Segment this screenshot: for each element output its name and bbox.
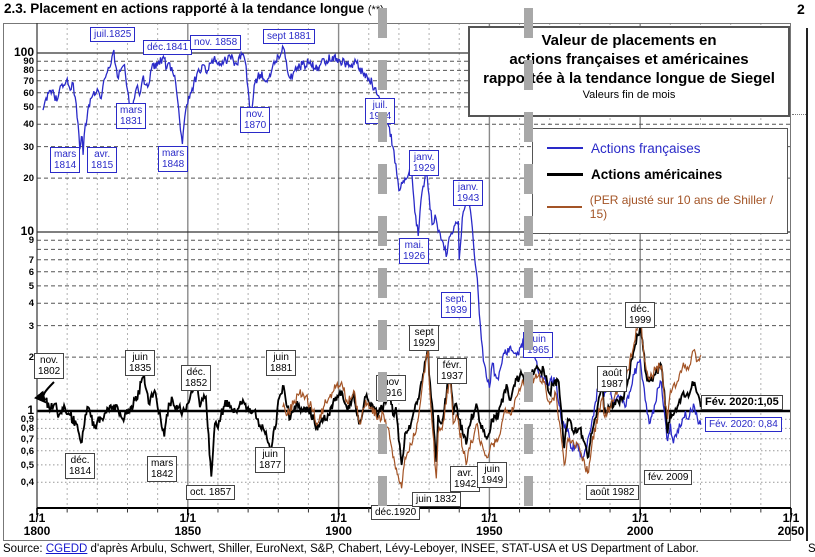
y-axis-tick-label: 30 xyxy=(23,141,34,153)
y-axis-tick-label: 0,9 xyxy=(20,414,34,426)
source-prefix: Source: xyxy=(3,543,46,555)
annotation-label: janv. 1943 xyxy=(453,180,484,206)
annotation-label: juin 1949 xyxy=(477,462,508,488)
y-axis-tick-label: 20 xyxy=(23,173,34,185)
x-axis-tick-label: 1/1 2000 xyxy=(626,511,654,538)
annotation-label: avr. 1942 xyxy=(450,466,481,492)
chart-title: Valeur de placements en actions français… xyxy=(483,32,775,87)
series-line-americaines xyxy=(44,325,702,477)
annotation-label: juin 1881 xyxy=(266,350,297,376)
chart-legend: Actions françaises Actions américaines (… xyxy=(532,128,788,234)
x-axis-tick-label: 1/1 2050 xyxy=(777,511,805,538)
annotation-label: déc. 1852 xyxy=(181,365,212,391)
y-axis-tick-label: 4 xyxy=(28,298,34,310)
annotation-label: mars 1831 xyxy=(116,103,147,129)
annotation-label: Fév. 2020:1,05 xyxy=(701,395,783,410)
legend-line-swatch-black xyxy=(547,172,583,176)
series-line-francaises xyxy=(42,44,702,460)
annotation-label: sept. 1939 xyxy=(441,292,472,318)
annotation-label: févr. 1937 xyxy=(437,358,468,384)
y-axis-tick-label: 90 xyxy=(23,56,34,68)
annotation-label: juin 1877 xyxy=(255,447,286,473)
legend-line-swatch-brown xyxy=(547,206,582,209)
series-break-bar xyxy=(523,8,533,508)
y-axis-tick-label: 0,8 xyxy=(20,423,34,435)
chart-subtitle: Valeurs fin de mois xyxy=(582,89,676,101)
y-axis-tick-label: 9 xyxy=(28,235,34,247)
y-axis-tick-label: 80 xyxy=(23,65,34,77)
y-axis-tick-label: 100 xyxy=(13,45,34,59)
legend-label: (PER ajusté sur 10 ans de Shiller / 15) xyxy=(589,193,774,222)
adjacent-panel-gridline-fragment xyxy=(792,114,806,115)
source-line: Source: CGEDD d'après Arbulu, Schwert, S… xyxy=(3,543,699,555)
annotation-label: déc.1920 xyxy=(371,505,421,520)
nov-1802-arrow xyxy=(33,381,55,404)
annotation-label: Fév. 2020: 0,84 xyxy=(705,417,782,432)
y-axis-tick-label: 1 xyxy=(27,403,34,417)
legend-item-actions-francaises: Actions françaises xyxy=(547,141,787,156)
series-break-bar xyxy=(377,8,387,508)
y-axis-tick-label: 5 xyxy=(28,280,34,292)
source-text: d'après Arbulu, Schwert, Shiller, EuroNe… xyxy=(87,543,699,555)
x-axis-tick-label: 1/1 1850 xyxy=(174,511,202,538)
y-axis-tick-label: 0,6 xyxy=(20,445,34,457)
annotation-label: sept 1929 xyxy=(409,325,440,351)
x-axis-tick-label: 1/1 1800 xyxy=(23,511,51,538)
x-axis-tick-label: 1/1 1950 xyxy=(476,511,503,538)
y-axis-tick-label: 10 xyxy=(20,224,34,238)
y-axis-tick-label: 70 xyxy=(23,75,34,87)
source-link-cgedd[interactable]: CGEDD xyxy=(45,543,88,555)
annotation-label: août 1987 xyxy=(597,366,628,392)
annotation-label: août 1982 xyxy=(586,485,639,500)
y-axis-tick-label: 3 xyxy=(28,320,34,332)
annotation-label: nov. 1858 xyxy=(190,35,242,50)
annotation-label: déc.1841 xyxy=(143,40,193,55)
annotation-label: mars 1848 xyxy=(158,146,189,172)
chart-title-box: Valeur de placements en actions français… xyxy=(468,26,790,117)
y-axis-tick-label: 2 xyxy=(28,352,34,364)
page-number-fragment: 2 xyxy=(797,1,805,17)
y-axis-tick-label: 60 xyxy=(23,87,34,99)
x-axis-tick-label: 1/1 1900 xyxy=(325,511,352,538)
annotation-label: avr. 1815 xyxy=(87,147,118,173)
adjacent-panel-border xyxy=(806,28,808,541)
annotation-label: juin 1832 xyxy=(412,492,461,507)
annotation-label: déc. 1814 xyxy=(65,453,96,479)
y-axis-tick-label: 6 xyxy=(28,266,34,278)
adjacent-panel-source-fragment: S xyxy=(808,543,815,555)
y-axis-tick-label: 0,5 xyxy=(20,459,34,471)
annotation-label: nov. 1802 xyxy=(34,353,65,379)
annotation-label: mars 1842 xyxy=(147,456,178,482)
annotation-label: déc. 1999 xyxy=(625,302,656,328)
y-axis-tick-label: 0,7 xyxy=(20,433,34,445)
annotation-label: mai. 1926 xyxy=(399,238,430,264)
annotation-label: janv. 1929 xyxy=(409,150,440,176)
annotation-label: oct. 1857 xyxy=(186,485,236,500)
chart-frame xyxy=(3,23,791,541)
y-axis-tick-label: 0,4 xyxy=(20,477,34,489)
annotation-label: sept 1881 xyxy=(263,29,315,44)
y-axis-tick-label: 7 xyxy=(28,254,34,266)
page-title-text: 2.3. Placement en actions rapporté à la … xyxy=(4,1,365,16)
legend-item-actions-americaines: Actions américaines xyxy=(547,167,787,182)
legend-label: Actions américaines xyxy=(591,166,723,182)
legend-item-per-shiller: (PER ajusté sur 10 ans de Shiller / 15) xyxy=(547,193,787,221)
legend-label: Actions françaises xyxy=(591,140,701,156)
y-axis-tick-label: 40 xyxy=(23,119,34,131)
annotation-label: nov. 1870 xyxy=(240,107,271,133)
annotation-label: juil.1825 xyxy=(90,27,136,42)
y-axis-tick-label: 50 xyxy=(23,101,34,113)
annotation-label: juin 1835 xyxy=(125,350,156,376)
annotation-label: fév. 2009 xyxy=(644,470,693,485)
series-line-per-shiller xyxy=(282,314,702,489)
annotation-label: mars 1814 xyxy=(50,147,81,173)
legend-line-swatch-blue xyxy=(547,147,583,150)
